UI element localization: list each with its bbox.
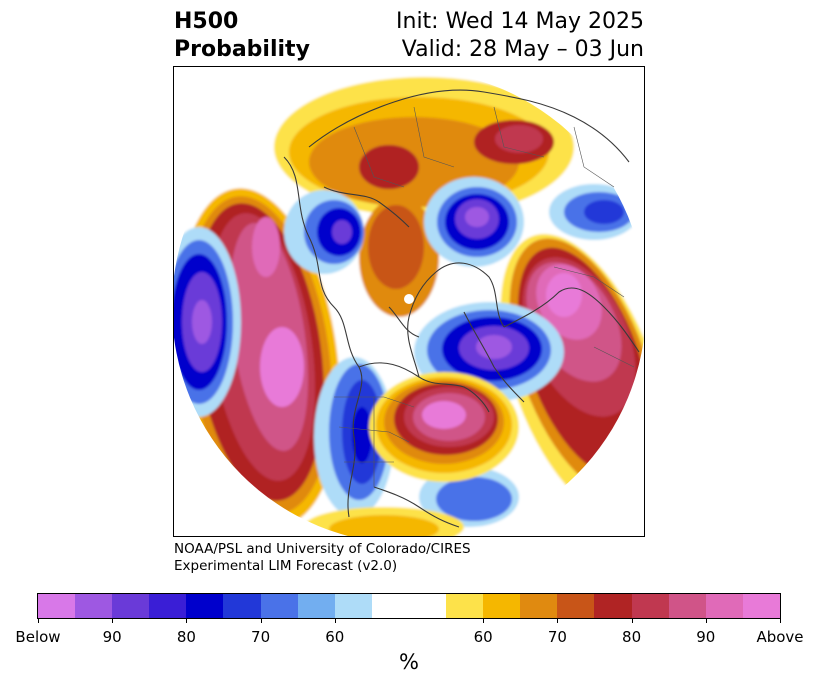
colorbar-tick-mark <box>38 619 39 623</box>
colorbar-tick-label: 80 <box>622 628 642 646</box>
political-borders <box>334 106 635 487</box>
north-pole-marker <box>404 294 414 304</box>
credit-line-1: NOAA/PSL and University of Colorado/CIRE… <box>174 541 471 557</box>
colorbar-above-segment <box>742 594 780 618</box>
colorbar-tick-mark <box>334 619 336 623</box>
anomaly-below-europe <box>424 177 639 267</box>
colorbar-unit-label: % <box>399 650 419 674</box>
credit-text: NOAA/PSL and University of Colorado/CIRE… <box>174 541 471 575</box>
anomaly-below-west <box>174 227 241 417</box>
colorbar-tick-mark <box>112 619 114 623</box>
colorbar-tick-label: 70 <box>251 628 271 646</box>
colorbar-above-segment <box>631 594 669 618</box>
anomaly-below-atlantic <box>414 302 564 402</box>
figure-title-left: H500 Probability <box>174 8 310 64</box>
colorbar-below-segment <box>186 594 224 618</box>
colorbar-tick-label: 70 <box>547 628 567 646</box>
colorbar-below-segment <box>38 594 76 618</box>
figure-title-right: Init: Wed 14 May 2025 Valid: 28 May – 03… <box>396 8 644 64</box>
colorbar-tick-label: Below <box>15 628 61 646</box>
colorbar <box>37 593 781 619</box>
colorbar-tick-label: 90 <box>102 628 122 646</box>
colorbar-below-segment <box>223 594 261 618</box>
colorbar-above-segment <box>668 594 706 618</box>
colorbar-tick-mark <box>483 619 485 623</box>
title-line-2: Probability <box>174 37 310 62</box>
colorbar-below-segment <box>260 594 298 618</box>
colorbar-above-segment <box>446 594 484 618</box>
colorbar-above-segment <box>483 594 521 618</box>
colorbar-below-segment <box>297 594 335 618</box>
map-panel <box>173 66 645 537</box>
colorbar-tick-label: 60 <box>473 628 493 646</box>
init-date-label: Init: Wed 14 May 2025 <box>396 9 644 34</box>
colorbar-below-segment <box>149 594 187 618</box>
colorbar-below-segment <box>75 594 113 618</box>
colorbar-tick-label: 80 <box>176 628 196 646</box>
colorbar-above-segment <box>594 594 632 618</box>
colorbar-below-segment <box>334 594 372 618</box>
colorbar-tick-label: 90 <box>696 628 716 646</box>
probability-map <box>174 70 644 536</box>
anomaly-above-east <box>304 372 519 536</box>
colorbar-above-segment <box>557 594 595 618</box>
colorbar-tick-mark <box>705 619 707 623</box>
anomaly-below-north <box>284 190 364 274</box>
colorbar-tick-label: Above <box>756 628 804 646</box>
colorbar-tick-mark <box>186 619 188 623</box>
colorbar-above-segment <box>705 594 743 618</box>
colorbar-tick-mark <box>780 619 781 623</box>
colorbar-tick-mark <box>260 619 262 623</box>
colorbar-neutral-segment <box>371 594 447 618</box>
colorbar-tick-label: 60 <box>325 628 345 646</box>
valid-date-label: Valid: 28 May – 03 Jun <box>401 37 644 62</box>
colorbar-above-segment <box>520 594 558 618</box>
colorbar-tick-mark <box>557 619 559 623</box>
colorbar-tick-mark <box>631 619 633 623</box>
title-line-1: H500 <box>174 9 239 34</box>
colorbar-below-segment <box>112 594 150 618</box>
coastlines <box>283 89 640 528</box>
credit-line-2: Experimental LIM Forecast (v2.0) <box>174 558 398 574</box>
